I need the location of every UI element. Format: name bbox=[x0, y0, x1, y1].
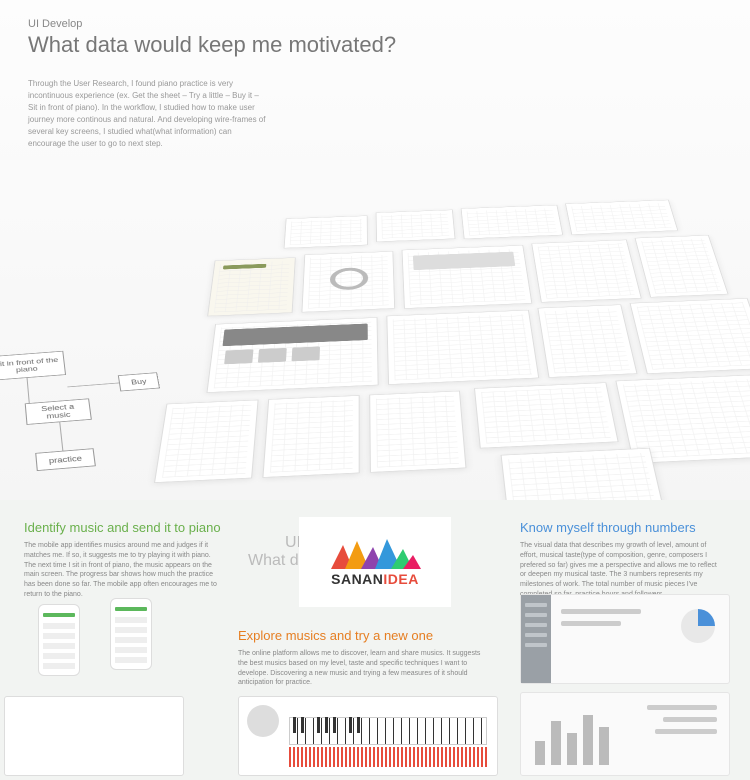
explore-heading: Explore musics and try a new one bbox=[238, 628, 488, 643]
dashboard-mock-2 bbox=[520, 692, 730, 776]
flow-node-sit: Sit in front of the piano bbox=[0, 351, 66, 381]
section-explore: Explore musics and try a new one The onl… bbox=[238, 628, 488, 688]
flow-node-practice: practice bbox=[35, 448, 96, 471]
desktop-mock-identify bbox=[4, 696, 184, 776]
pie-chart-icon bbox=[681, 609, 715, 643]
wireframe-collage bbox=[177, 203, 750, 500]
section-eyebrow: UI Develop bbox=[28, 18, 396, 30]
logo-text: SANANIDEA bbox=[325, 571, 425, 587]
flow-node-select: Select a music bbox=[25, 398, 92, 425]
identify-body: The mobile app identifies musics around … bbox=[24, 541, 224, 600]
phone-mock-2 bbox=[110, 598, 152, 670]
faded-eyebrow: UI bbox=[285, 534, 301, 552]
dashboard-mock-1 bbox=[520, 594, 730, 684]
identify-heading: Identify music and send it to piano bbox=[24, 520, 224, 535]
section-know: Know myself through numbers The visual d… bbox=[520, 520, 720, 600]
page-title: What data would keep me motivated? bbox=[28, 32, 396, 58]
flow-node-buy: Buy bbox=[118, 372, 160, 391]
section-identify: Identify music and send it to piano The … bbox=[24, 520, 224, 600]
logo-mark-icon bbox=[325, 537, 425, 573]
piano-mock bbox=[238, 696, 498, 776]
explore-body: The online platform allows me to discove… bbox=[238, 649, 488, 688]
brand-logo: SANANIDEA bbox=[307, 525, 443, 599]
know-heading: Know myself through numbers bbox=[520, 520, 720, 535]
intro-paragraph: Through the User Research, I found piano… bbox=[28, 78, 268, 150]
phone-mock-1 bbox=[38, 604, 80, 676]
know-body: The visual data that describes my growth… bbox=[520, 541, 720, 600]
